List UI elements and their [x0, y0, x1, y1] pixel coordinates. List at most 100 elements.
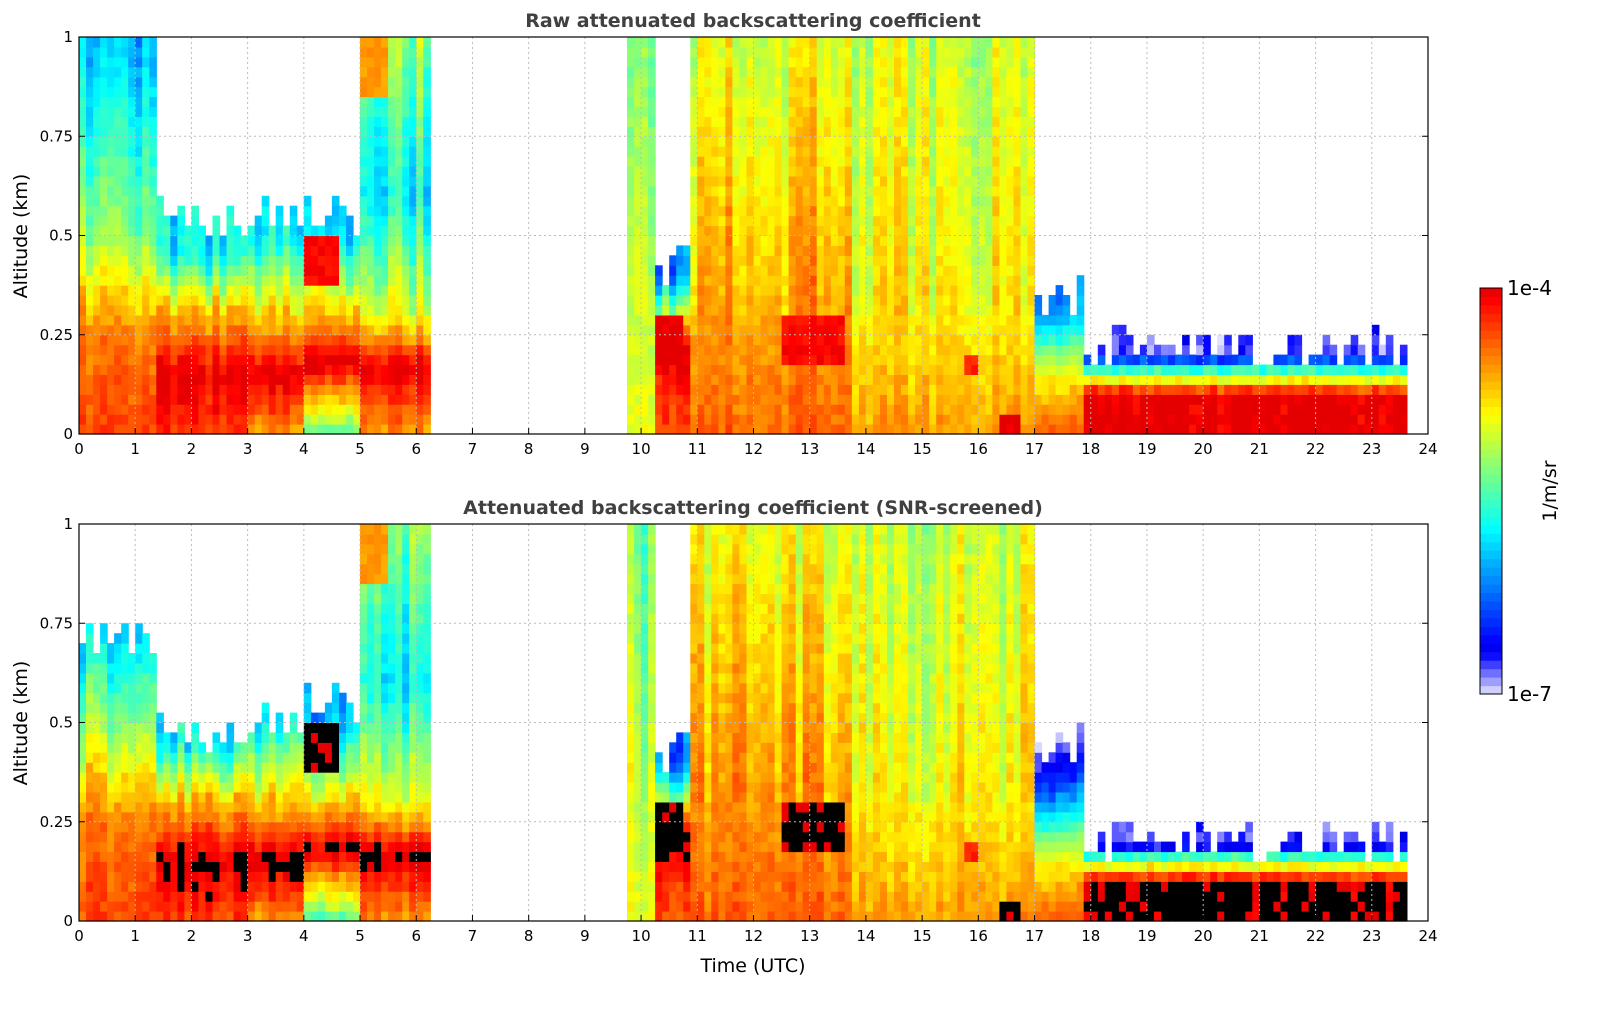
heatmap-cell: [915, 305, 923, 316]
heatmap-cell: [149, 842, 157, 853]
heatmap-cell: [880, 305, 888, 316]
heatmap-cell: [999, 424, 1007, 435]
heatmap-cell: [184, 384, 192, 395]
heatmap-cell: [198, 295, 206, 306]
heatmap-cell: [107, 762, 115, 773]
heatmap-cell: [922, 57, 930, 68]
heatmap-cell: [79, 186, 87, 197]
heatmap-cell: [789, 166, 797, 177]
heatmap-cell: [845, 325, 853, 336]
heatmap-cell: [796, 156, 804, 167]
heatmap-cell: [922, 176, 930, 187]
heatmap-cell: [416, 226, 424, 237]
heatmap-cell: [978, 216, 986, 227]
heatmap-cell: [409, 107, 417, 118]
heatmap-cell: [1400, 404, 1408, 415]
heatmap-cell: [782, 107, 790, 118]
heatmap-cell: [1379, 374, 1387, 385]
heatmap-cell: [648, 325, 656, 336]
heatmap-cell: [768, 335, 776, 346]
heatmap-cell: [747, 355, 755, 366]
heatmap-cell: [901, 196, 909, 207]
heatmap-cells: [79, 524, 1408, 922]
heatmap-cell: [775, 57, 783, 68]
heatmap-cell: [634, 206, 642, 217]
heatmap-cell: [290, 782, 298, 793]
heatmap-cell: [213, 911, 221, 922]
heatmap-cell: [276, 871, 284, 882]
heatmap-cell: [142, 236, 150, 247]
heatmap-cell: [775, 374, 783, 385]
heatmap-cell: [184, 891, 192, 902]
heatmap-cell: [985, 97, 993, 108]
heatmap-cell: [1189, 414, 1197, 425]
heatmap-cell: [191, 394, 199, 405]
heatmap-cell: [100, 305, 108, 316]
heatmap-cell: [915, 384, 923, 395]
heatmap-cell: [929, 275, 937, 286]
heatmap-cell: [227, 842, 235, 853]
heatmap-cell: [690, 424, 698, 435]
heatmap-cell: [100, 762, 108, 773]
heatmap-cell: [276, 732, 284, 743]
heatmap-cell: [262, 703, 270, 714]
heatmap-cell: [992, 166, 1000, 177]
heatmap-cell: [395, 255, 403, 265]
heatmap-cell: [248, 792, 256, 803]
heatmap-cell: [374, 77, 382, 88]
heatmap-cell: [290, 206, 298, 217]
heatmap-cell: [135, 424, 143, 435]
heatmap-cell: [1273, 355, 1281, 366]
heatmap-cell: [711, 206, 719, 217]
heatmap-cell: [866, 325, 874, 336]
heatmap-cell: [100, 891, 108, 902]
heatmap-cell: [704, 265, 712, 276]
heatmap-cell: [1351, 365, 1359, 376]
heatmap-cell: [894, 67, 902, 78]
heatmap-cell: [718, 37, 726, 48]
heatmap-cell: [1203, 374, 1211, 385]
heatmap-cell: [191, 325, 199, 336]
heatmap-cell: [1098, 384, 1106, 395]
heatmap-cell: [149, 424, 157, 435]
heatmap-cell: [142, 713, 150, 724]
heatmap-cell: [697, 146, 705, 157]
heatmap-cell: [655, 275, 663, 286]
heatmap-cell: [669, 275, 677, 286]
heatmap-cell: [754, 126, 762, 137]
heatmap-cell: [135, 57, 143, 68]
heatmap-cell: [276, 374, 284, 385]
heatmap-cell: [395, 176, 403, 187]
heatmap-cell: [1119, 374, 1127, 385]
heatmap-cell: [796, 355, 804, 366]
heatmap-cell: [964, 216, 972, 227]
heatmap-cell: [191, 901, 199, 912]
heatmap-cell: [206, 852, 214, 863]
heatmap-cell: [409, 265, 417, 276]
heatmap-cell: [297, 881, 305, 892]
heatmap-cell: [86, 633, 94, 644]
heatmap-cell: [775, 295, 783, 306]
heatmap-cell: [1182, 335, 1190, 346]
heatmap-cell: [1126, 374, 1134, 385]
heatmap-cell: [409, 57, 417, 68]
heatmap-cell: [922, 384, 930, 395]
heatmap-cell: [388, 355, 396, 366]
heatmap-cell: [360, 47, 368, 58]
heatmap-cell: [1217, 365, 1225, 376]
heatmap-cell: [107, 852, 115, 863]
heatmap-cell: [1021, 196, 1029, 207]
heatmap-cell: [1358, 355, 1366, 366]
heatmap-cell: [121, 305, 129, 316]
heatmap-cell: [1393, 384, 1401, 395]
heatmap-cell: [86, 732, 94, 743]
heatmap-cell: [1400, 384, 1408, 395]
heatmap-cell: [93, 77, 101, 88]
heatmap-cell: [950, 136, 958, 147]
heatmap-cell: [79, 345, 87, 356]
heatmap-cell: [332, 404, 340, 415]
heatmap-cell: [761, 166, 769, 177]
heatmap-cell: [1105, 414, 1113, 425]
heatmap-cell: [409, 156, 417, 167]
heatmap-cell: [831, 156, 839, 167]
